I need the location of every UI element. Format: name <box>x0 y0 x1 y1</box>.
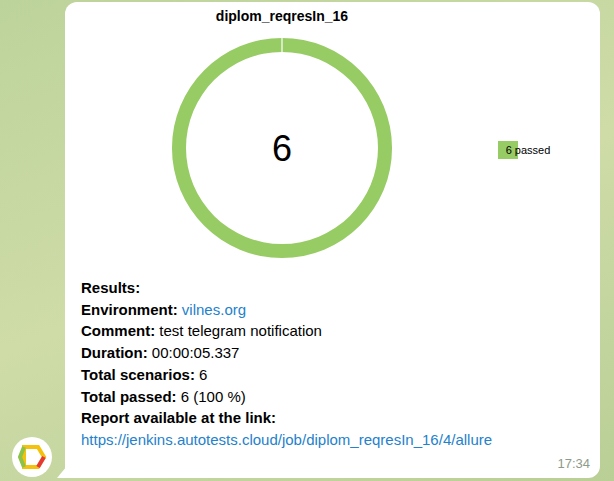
svg-text:6: 6 <box>272 128 292 169</box>
html-text:Total passed: 6 (100 %): Total passed: 6 (100 %) <box>81 387 246 405</box>
html-text:Report available at the link:: Report available at the link: <box>81 409 277 427</box>
svg-text:6 passed: 6 passed <box>506 144 551 156</box>
html-text:Duration: 00:00:05.337: Duration: 00:00:05.337 <box>81 344 240 362</box>
html-text:17:34: 17:34 <box>557 456 590 471</box>
html-text:diplom_reqresIn_16: diplom_reqresIn_16 <box>215 8 349 24</box>
html-text:Total scenarios: 6: Total scenarios: 6 <box>81 365 208 383</box>
html-text:Comment: test telegram notific: Comment: test telegram notification <box>81 322 322 340</box>
html-text:Environment: vilnes.org: Environment: vilnes.org <box>81 300 247 318</box>
html-text:https://jenkins.autotests.clou: https://jenkins.autotests.cloud/job/dipl… <box>81 430 493 448</box>
html-text:Results:: Results: <box>81 279 141 296</box>
